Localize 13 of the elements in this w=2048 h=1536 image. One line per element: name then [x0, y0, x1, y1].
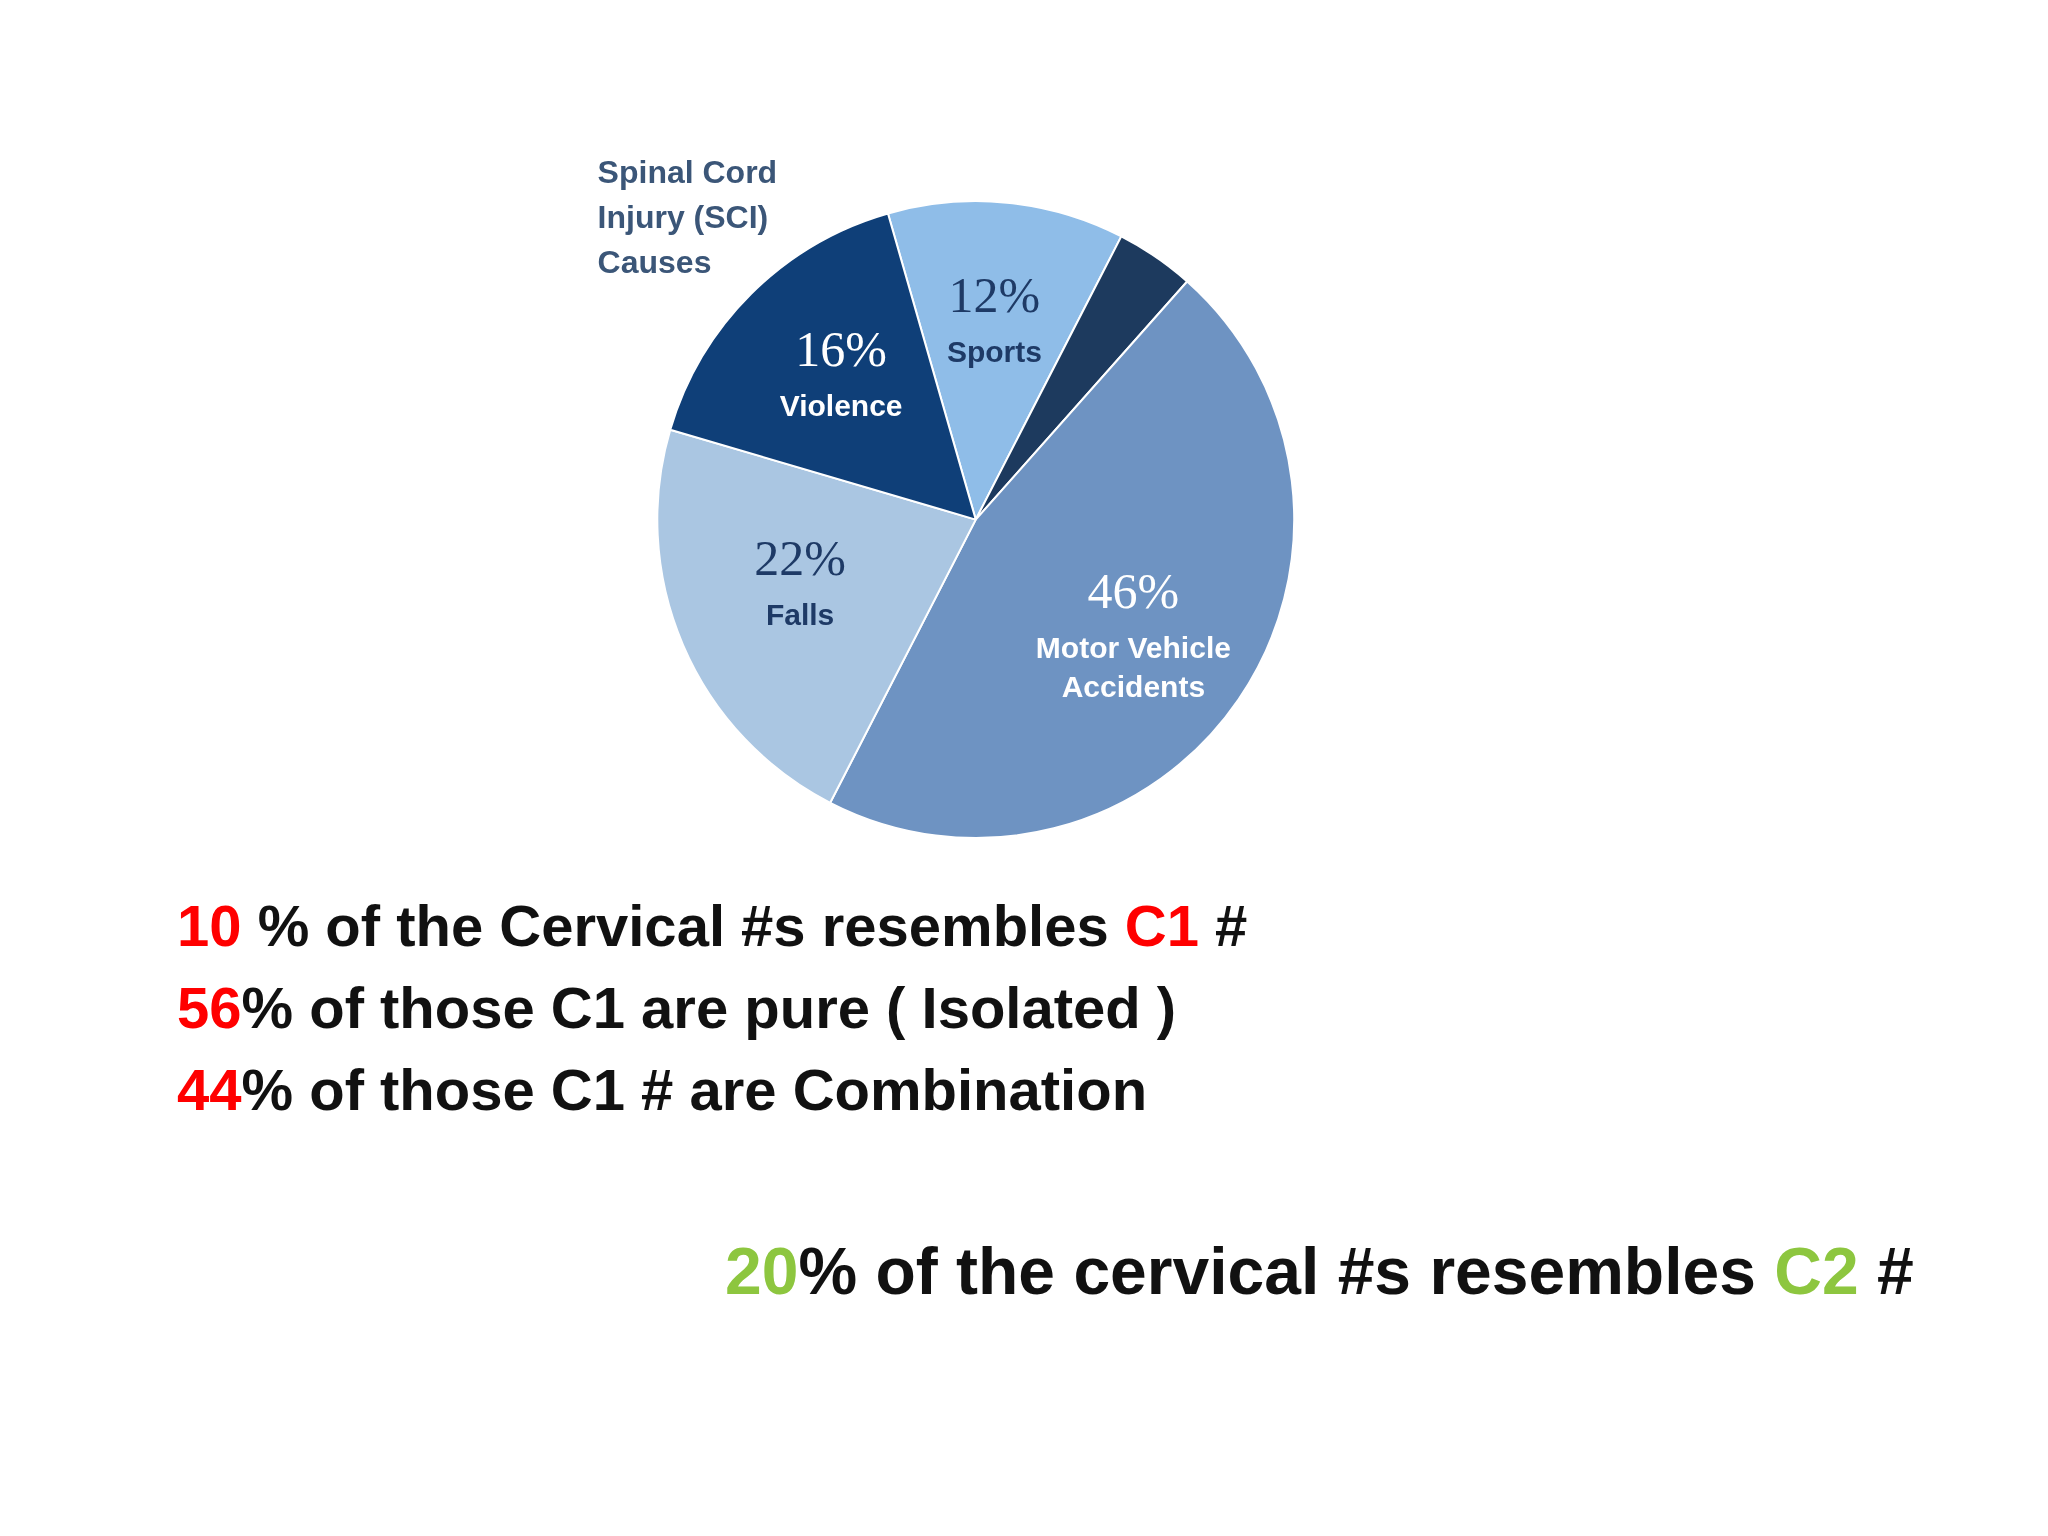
text: 20% of the cervical #s resembles C2 #	[725, 1233, 1914, 1310]
text: 44% of those C1 # are Combination	[177, 1056, 1149, 1124]
slice-label: Sports	[946, 334, 1042, 368]
slice-label: Falls	[765, 598, 835, 632]
chart-title: Spinal Cord Injury (SCI) Causes	[597, 153, 778, 280]
text: 10 % of the Cervical #s resembles C1 #	[177, 892, 1249, 960]
data-label: 22%	[754, 530, 846, 587]
slice-label: Violence	[779, 388, 903, 422]
slice-label: Motor Vehicle Accidents	[1035, 630, 1231, 704]
data-label: 16%	[795, 320, 887, 377]
text: 56% of those C1 are pure ( Isolated )	[177, 974, 1178, 1042]
data-label: 12%	[948, 266, 1041, 323]
data-label: 46%	[1087, 562, 1180, 619]
